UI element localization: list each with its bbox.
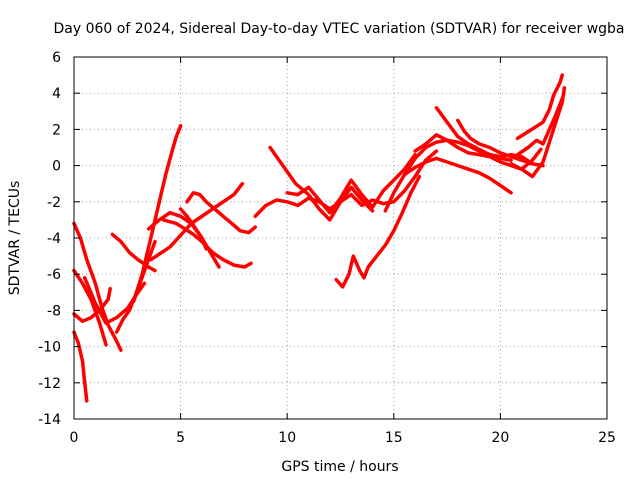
series-line-arc-14 — [253, 149, 439, 219]
series-line-arc-12 — [185, 191, 257, 235]
series-line-arc-15 — [268, 145, 375, 222]
series-line-arc-24 — [515, 73, 564, 141]
x-tick-label: 20 — [491, 430, 509, 446]
x-tick-label: 15 — [385, 430, 403, 446]
series-line-arc-1 — [72, 221, 123, 352]
y-tick-label: -8 — [47, 303, 61, 319]
grid-lines — [74, 57, 607, 419]
series-line-arc-2 — [72, 330, 89, 403]
x-tick-label: 0 — [70, 430, 79, 446]
series-line-arc-22 — [456, 118, 545, 168]
series-line-arc-19 — [402, 156, 513, 195]
y-tick-label: 6 — [52, 50, 61, 66]
series-line-arc-13 — [149, 181, 245, 262]
y-tick-label: -10 — [38, 340, 61, 356]
y-tick-label: -2 — [47, 195, 61, 211]
x-tick-label: 10 — [278, 430, 296, 446]
y-tick-label: 4 — [52, 86, 61, 102]
series-line-arc-25 — [515, 96, 564, 157]
series-line-arc-11 — [178, 207, 221, 269]
y-tick-label: -6 — [47, 267, 61, 283]
series-line-arc-17 — [334, 174, 422, 289]
series-line-arc-8 — [131, 124, 183, 304]
y-axis-label: SDTVAR / TECUs — [7, 181, 23, 296]
y-tick-label: -4 — [47, 231, 61, 247]
plot-frame — [73, 56, 608, 420]
series-line-arc-7 — [110, 232, 157, 273]
axis-ticks: 0 5 10 15 20 25 -14 -12 -10 -8 -6 -4 -2 0 2 4 6 — [38, 50, 616, 446]
y-tick-label: -12 — [38, 376, 61, 392]
y-tick-label: -14 — [38, 412, 61, 428]
x-axis-label: GPS time / hours — [281, 459, 398, 475]
x-tick-label: 5 — [176, 430, 185, 446]
y-tick-label: 2 — [52, 122, 61, 138]
chart-title: Day 060 of 2024, Sidereal Day-to-day VTE… — [53, 21, 624, 37]
x-tick-label: 25 — [598, 430, 616, 446]
y-tick-label: 0 — [52, 159, 61, 175]
series-line-arc-4 — [72, 286, 112, 324]
series-line-arc-6 — [114, 239, 157, 334]
series-line-arc-3 — [72, 268, 108, 347]
data-series — [72, 73, 567, 403]
series-line-arc-16 — [285, 152, 417, 215]
